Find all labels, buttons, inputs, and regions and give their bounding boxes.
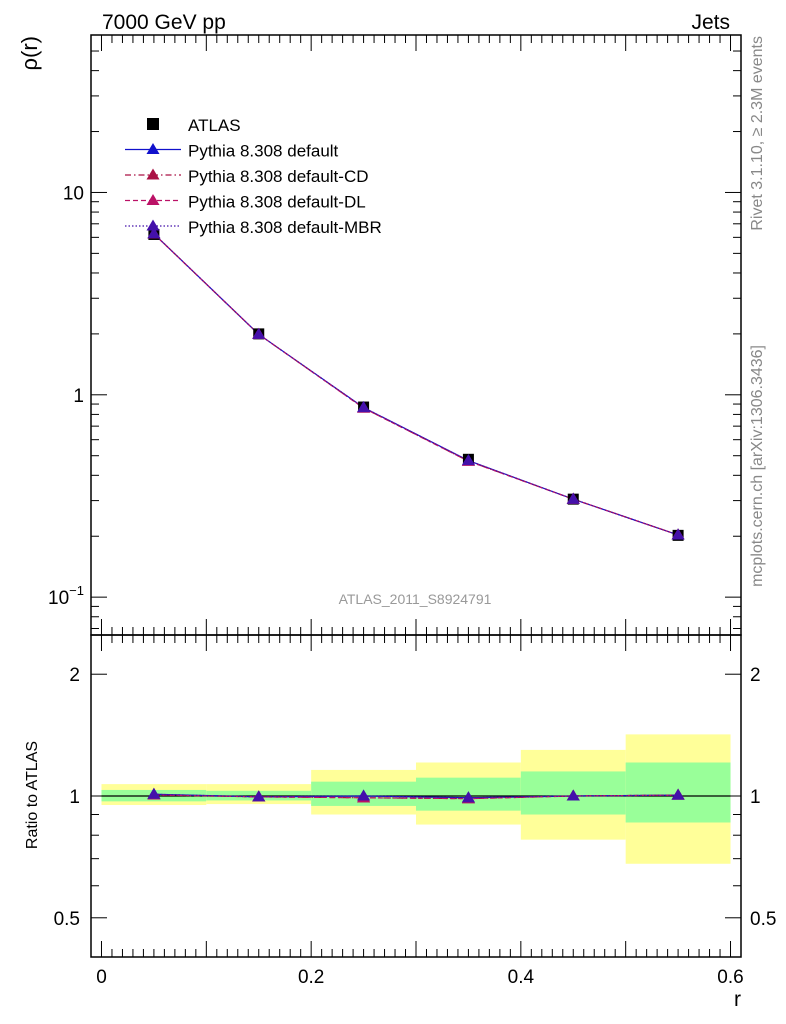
ratio-panel: 0.5 0.5 1 1 2 2 0 0.2 0.4 0.6 Ratio to ATLAS r bbox=[24, 634, 776, 1011]
rivet-side-label: Rivet 3.1.10, ≥ 2.3M events bbox=[749, 36, 766, 231]
x-tick-label: 0.4 bbox=[508, 967, 535, 988]
main-y-tick-label: 10−1 bbox=[48, 583, 84, 609]
ratio-frame bbox=[90, 634, 742, 958]
main-series-lines bbox=[153, 233, 679, 536]
main-markers bbox=[147, 227, 685, 541]
x-tick-label: 0 bbox=[96, 967, 107, 988]
ratio-mc-marker bbox=[461, 791, 475, 803]
ratio-y-tick-label-right: 1 bbox=[750, 787, 761, 808]
analysis-id-label: ATLAS_2011_S8924791 bbox=[339, 591, 492, 607]
ratio-y-tick-label: 2 bbox=[69, 665, 80, 686]
main-series-line bbox=[153, 233, 679, 536]
ratio-y-tick-label: 0.5 bbox=[54, 909, 80, 930]
ratio-y-tick-label-right: 0.5 bbox=[750, 909, 776, 930]
ratio-mc-marker bbox=[671, 788, 685, 800]
ratio-y-tick-label-right: 2 bbox=[750, 665, 761, 686]
main-y-ticks: 10−1 1 10 bbox=[48, 34, 741, 629]
legend: ATLAS Pythia 8.308 default Pythia 8.308 de… bbox=[125, 116, 382, 237]
plot-title-left: 7000 GeV pp bbox=[102, 11, 226, 34]
ratio-mc-marker bbox=[147, 787, 161, 799]
ratio-mc-marker bbox=[252, 790, 266, 802]
x-axis-label: r bbox=[734, 988, 741, 1011]
main-y-axis-label: ρ(r) bbox=[17, 36, 42, 71]
mc-marker bbox=[357, 401, 371, 413]
main-y-tick-label: 1 bbox=[73, 386, 84, 407]
ratio-mc-marker bbox=[357, 789, 371, 801]
mc-marker bbox=[461, 454, 475, 466]
mc-marker bbox=[566, 492, 580, 504]
ratio-x-ticks: 0 0.2 0.4 0.6 bbox=[96, 635, 744, 988]
main-series-line bbox=[153, 233, 679, 536]
x-tick-label: 0.6 bbox=[717, 967, 743, 988]
legend-marker-triangle bbox=[146, 194, 160, 206]
mc-marker bbox=[252, 327, 266, 339]
legend-marker-triangle bbox=[146, 219, 160, 231]
ratio-y-ticks: 0.5 0.5 1 1 2 2 bbox=[54, 665, 776, 958]
mc-marker bbox=[147, 227, 161, 239]
x-tick-label: 0.2 bbox=[298, 967, 324, 988]
ratio-series-lines bbox=[153, 793, 679, 800]
legend-label: Pythia 8.308 default-MBR bbox=[188, 218, 382, 237]
main-panel: 10−1 1 10 ρ(r) ATLAS_2011_S8924791 ATLAS Py… bbox=[17, 34, 742, 636]
main-series-line bbox=[153, 233, 679, 536]
mcplots-side-label: mcplots.cern.ch [arXiv:1306.3436] bbox=[749, 345, 766, 587]
ratio-markers bbox=[147, 787, 685, 804]
legend-label: ATLAS bbox=[188, 116, 241, 135]
mc-marker bbox=[671, 528, 685, 540]
ratio-y-axis-label: Ratio to ATLAS bbox=[24, 741, 41, 849]
ratio-series-line bbox=[153, 794, 679, 800]
plot-title-right: Jets bbox=[691, 11, 730, 34]
main-x-ticks bbox=[100, 35, 732, 635]
legend-label: Pythia 8.308 default bbox=[188, 142, 339, 161]
ratio-uncertainty-bands bbox=[101, 734, 731, 864]
main-series-line bbox=[153, 233, 679, 536]
legend-marker-triangle bbox=[146, 168, 160, 180]
legend-label: Pythia 8.308 default-CD bbox=[188, 167, 369, 186]
ratio-mc-marker bbox=[566, 789, 580, 801]
main-y-tick-label: 10 bbox=[63, 183, 84, 204]
legend-label: Pythia 8.308 default-DL bbox=[188, 193, 366, 212]
ratio-y-tick-label: 1 bbox=[69, 787, 80, 808]
legend-marker-triangle bbox=[146, 143, 160, 155]
legend-marker-square bbox=[147, 118, 159, 130]
